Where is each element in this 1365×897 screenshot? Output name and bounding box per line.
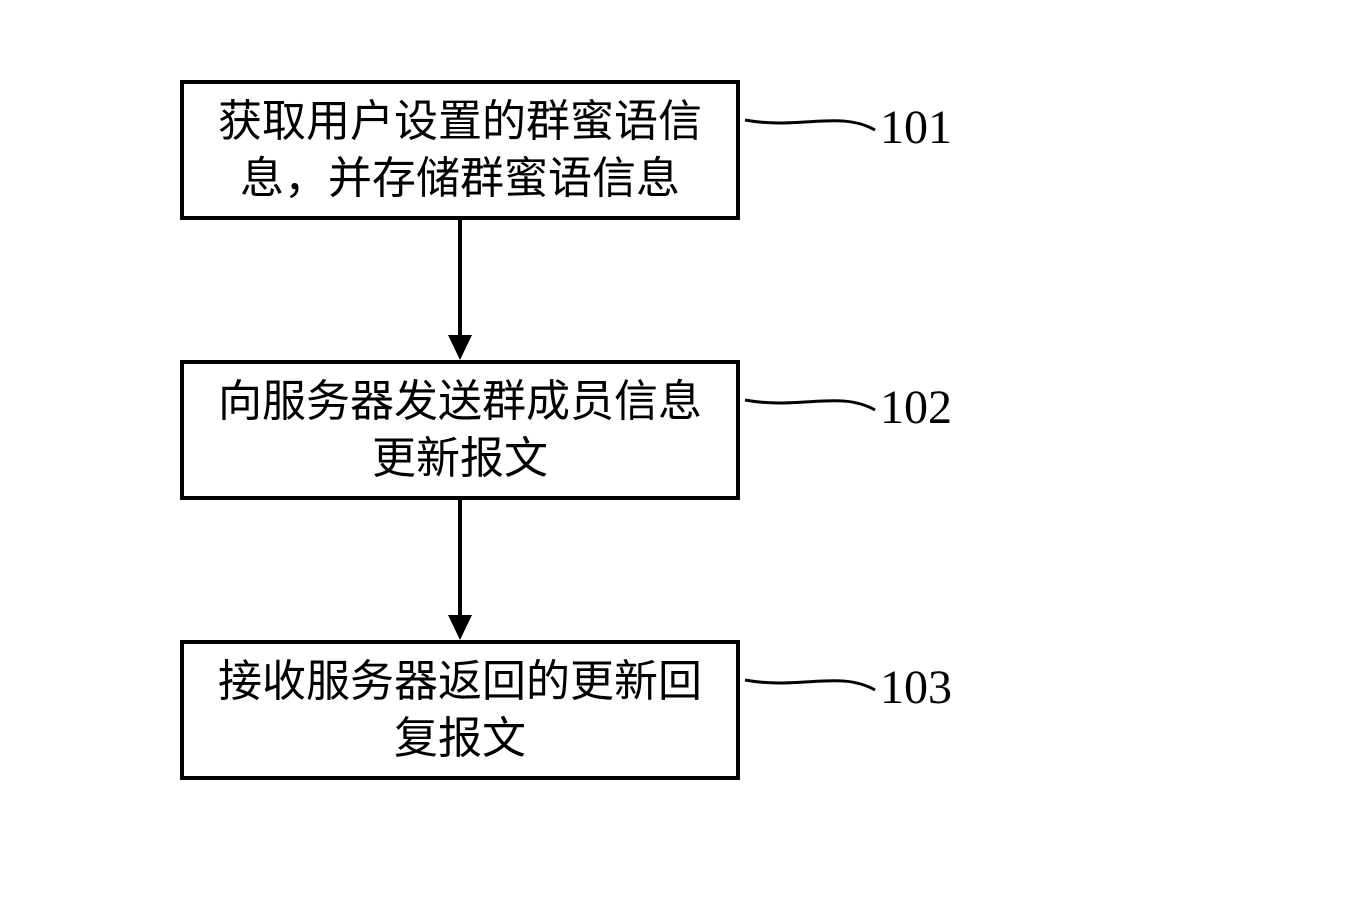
leader-line [745,680,875,690]
flowchart-node: 接收服务器返回的更新回复报文 [180,640,740,780]
node-label: 103 [880,660,952,715]
node-text: 获取用户设置的群蜜语信息，并存储群蜜语信息 [218,93,702,207]
flowchart-node: 获取用户设置的群蜜语信息，并存储群蜜语信息 [180,80,740,220]
flowchart-node: 向服务器发送群成员信息更新报文 [180,360,740,500]
leader-line [745,120,875,130]
node-label: 101 [880,100,952,155]
node-text: 接收服务器返回的更新回复报文 [218,653,702,767]
node-text: 向服务器发送群成员信息更新报文 [218,373,702,487]
node-label: 102 [880,380,952,435]
leader-line [745,400,875,410]
